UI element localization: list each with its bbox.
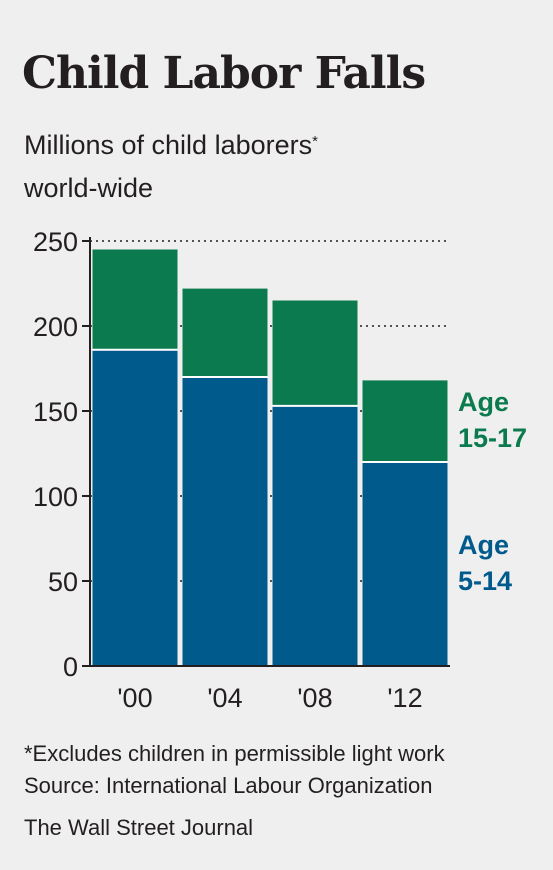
series-label: Age [458, 530, 509, 560]
bar-segment [272, 405, 358, 666]
bar-segment [272, 300, 358, 406]
subtitle-text: Millions of child laborers [24, 130, 313, 160]
subtitle-text-line2: world-wide [24, 173, 154, 203]
bar-segment [362, 380, 448, 462]
footnote-text: *Excludes children in permissible light … [24, 741, 445, 766]
series-label: 5-14 [458, 566, 512, 596]
source-text: Source: International Labour Organizatio… [24, 773, 433, 798]
bar-segment [182, 377, 268, 666]
y-tick-label: 0 [63, 652, 78, 682]
bar-segment [182, 288, 268, 377]
y-tick-label: 150 [33, 397, 78, 427]
footnote: *Excludes children in permissible light … [24, 738, 445, 802]
x-tick-label: '00 [117, 683, 152, 713]
stacked-bar-chart: 0 50 100 150 200 250 '00 '04 '08 '12 Age 5-14 Age 15-… [33, 227, 527, 713]
x-tick-label: '04 [207, 683, 242, 713]
y-tick-label: 250 [33, 227, 78, 257]
x-tick-label: '12 [387, 683, 422, 713]
y-tick-label: 100 [33, 482, 78, 512]
y-tick-label: 200 [33, 312, 78, 342]
y-tick-label: 50 [48, 567, 78, 597]
bar-segment [362, 462, 448, 666]
bar-segment [92, 349, 178, 666]
subtitle-footnote-mark: * [312, 133, 318, 150]
series-label: Age [458, 387, 509, 417]
chart-title: Child Labor Falls [22, 48, 426, 99]
series-label: 15-17 [458, 423, 527, 453]
credit: The Wall Street Journal [24, 815, 254, 840]
bar-segment [92, 249, 178, 350]
x-tick-label: '08 [297, 683, 332, 713]
chart-subtitle: Millions of child laborers* world-wide [24, 124, 444, 210]
